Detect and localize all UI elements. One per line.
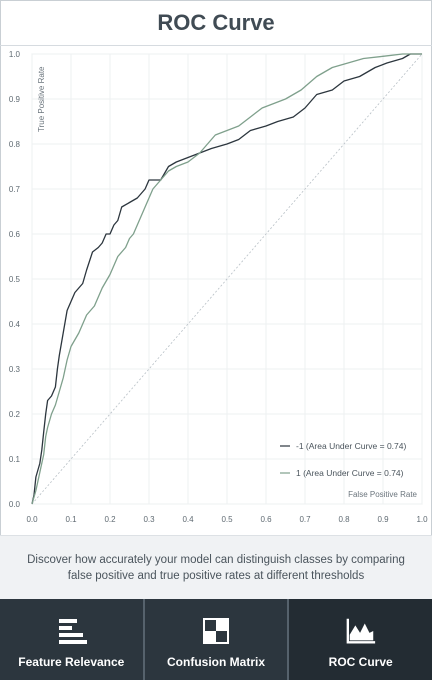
roc-chart-svg: 0.0 0.1 0.2 0.3 0.4 0.5 0.6 0.7 0.8 0.9 1.0 0.0 0.1 0… — [0, 46, 432, 534]
feature-relevance-icon — [55, 615, 87, 647]
y-tick-label: 0.5 — [9, 275, 21, 284]
y-tick-label: 0.8 — [9, 140, 21, 149]
tab-confusion-matrix[interactable]: Confusion Matrix — [145, 599, 290, 680]
y-tick-label: 0.3 — [9, 365, 21, 374]
y-tick-label: 0.2 — [9, 410, 21, 419]
tab-label-roc-curve: ROC Curve — [329, 655, 393, 669]
page-header: ROC Curve — [0, 0, 432, 46]
y-tick-label: 0.6 — [9, 230, 21, 239]
x-tick-label: 0.8 — [338, 515, 350, 524]
description-text: Discover how accurately your model can d… — [14, 552, 418, 584]
x-tick-label: 0.9 — [377, 515, 389, 524]
x-tick-label: 0.5 — [221, 515, 233, 524]
tab-roc-curve[interactable]: ROC Curve — [289, 599, 432, 680]
tab-label-feature-relevance: Feature Relevance — [18, 655, 124, 669]
x-axis-label: False Positive Rate — [348, 490, 417, 499]
x-tick-label: 0.0 — [26, 515, 38, 524]
y-tick-label: 1.0 — [9, 50, 21, 59]
chart-description: Discover how accurately your model can d… — [0, 535, 432, 599]
y-tick-label: 0.9 — [9, 95, 21, 104]
y-tick-label: 0.4 — [9, 320, 21, 329]
x-tick-label: 0.2 — [104, 515, 116, 524]
confusion-matrix-icon — [200, 615, 232, 647]
bottom-tab-bar: Feature Relevance Confusion Matrix ROC C… — [0, 599, 432, 680]
y-tick-label: 0.0 — [9, 500, 21, 509]
legend-label-negative: -1 (Area Under Curve = 0.74) — [296, 441, 406, 451]
x-tick-label: 0.7 — [299, 515, 311, 524]
x-tick-label: 1.0 — [416, 515, 428, 524]
x-tick-label: 0.4 — [182, 515, 194, 524]
page-title: ROC Curve — [157, 10, 274, 36]
x-tick-label: 0.1 — [65, 515, 77, 524]
legend-label-positive: 1 (Area Under Curve = 0.74) — [296, 468, 404, 478]
x-tick-label: 0.3 — [143, 515, 155, 524]
y-tick-label: 0.7 — [9, 185, 21, 194]
x-tick-label: 0.6 — [260, 515, 272, 524]
y-axis-label: True Positive Rate — [37, 66, 46, 132]
roc-chart: 0.0 0.1 0.2 0.3 0.4 0.5 0.6 0.7 0.8 0.9 1.0 0.0 0.1 0… — [0, 46, 432, 534]
roc-curve-icon — [345, 615, 377, 647]
tab-label-confusion-matrix: Confusion Matrix — [167, 655, 265, 669]
tab-feature-relevance[interactable]: Feature Relevance — [0, 599, 145, 680]
y-tick-label: 0.1 — [9, 455, 21, 464]
